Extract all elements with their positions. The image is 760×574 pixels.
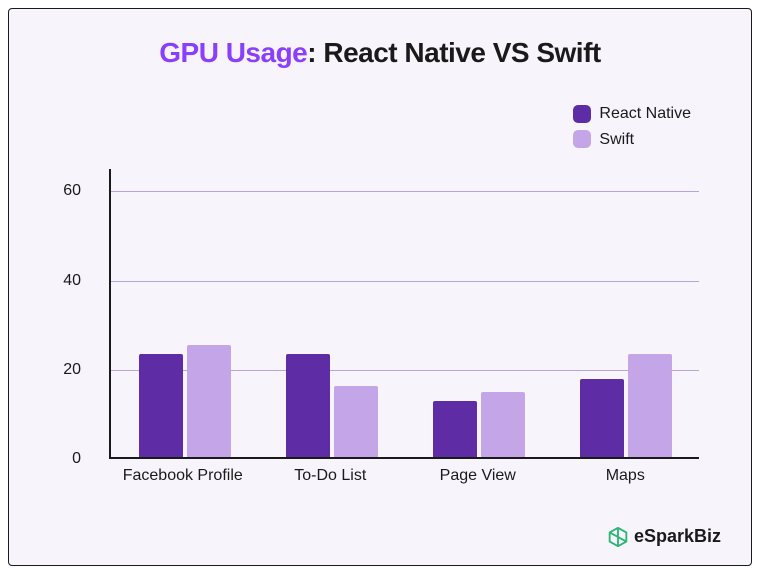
y-tick-label: 0 <box>49 450 81 468</box>
title-accent: GPU Usage <box>159 37 307 68</box>
esparkbiz-icon <box>608 527 628 547</box>
bar <box>286 354 330 457</box>
chart-area: 0204060 Facebook ProfileTo-Do ListPage V… <box>89 169 699 479</box>
brand-logo: eSparkBiz <box>608 526 721 547</box>
legend-swatch <box>573 130 591 148</box>
bar-group <box>552 169 699 457</box>
legend-swatch <box>573 105 591 123</box>
bar-group <box>258 169 405 457</box>
bar <box>139 354 183 457</box>
legend-label: React Native <box>599 101 691 127</box>
brand-text: eSparkBiz <box>634 526 721 547</box>
bar <box>481 392 525 457</box>
x-axis-labels: Facebook ProfileTo-Do ListPage ViewMaps <box>109 467 699 491</box>
bar <box>580 379 624 457</box>
y-tick-label: 20 <box>49 361 81 379</box>
x-tick-label: Facebook Profile <box>109 467 257 491</box>
bar <box>187 345 231 457</box>
legend-label: Swift <box>599 127 634 153</box>
chart-title: GPU Usage: React Native VS Swift <box>9 9 751 69</box>
bar-group <box>111 169 258 457</box>
legend: React Native Swift <box>573 101 691 152</box>
plot-area <box>109 169 699 459</box>
bar <box>334 386 378 457</box>
chart-card: GPU Usage: React Native VS Swift React N… <box>8 8 752 566</box>
y-tick-label: 60 <box>49 182 81 200</box>
bar <box>433 401 477 457</box>
legend-item: Swift <box>573 127 691 153</box>
bar-groups <box>111 169 699 457</box>
title-rest: : React Native VS Swift <box>307 37 600 68</box>
x-tick-label: Maps <box>552 467 700 491</box>
y-tick-label: 40 <box>49 272 81 290</box>
bar <box>628 354 672 457</box>
bar-group <box>405 169 552 457</box>
legend-item: React Native <box>573 101 691 127</box>
x-tick-label: To-Do List <box>257 467 405 491</box>
x-tick-label: Page View <box>404 467 552 491</box>
